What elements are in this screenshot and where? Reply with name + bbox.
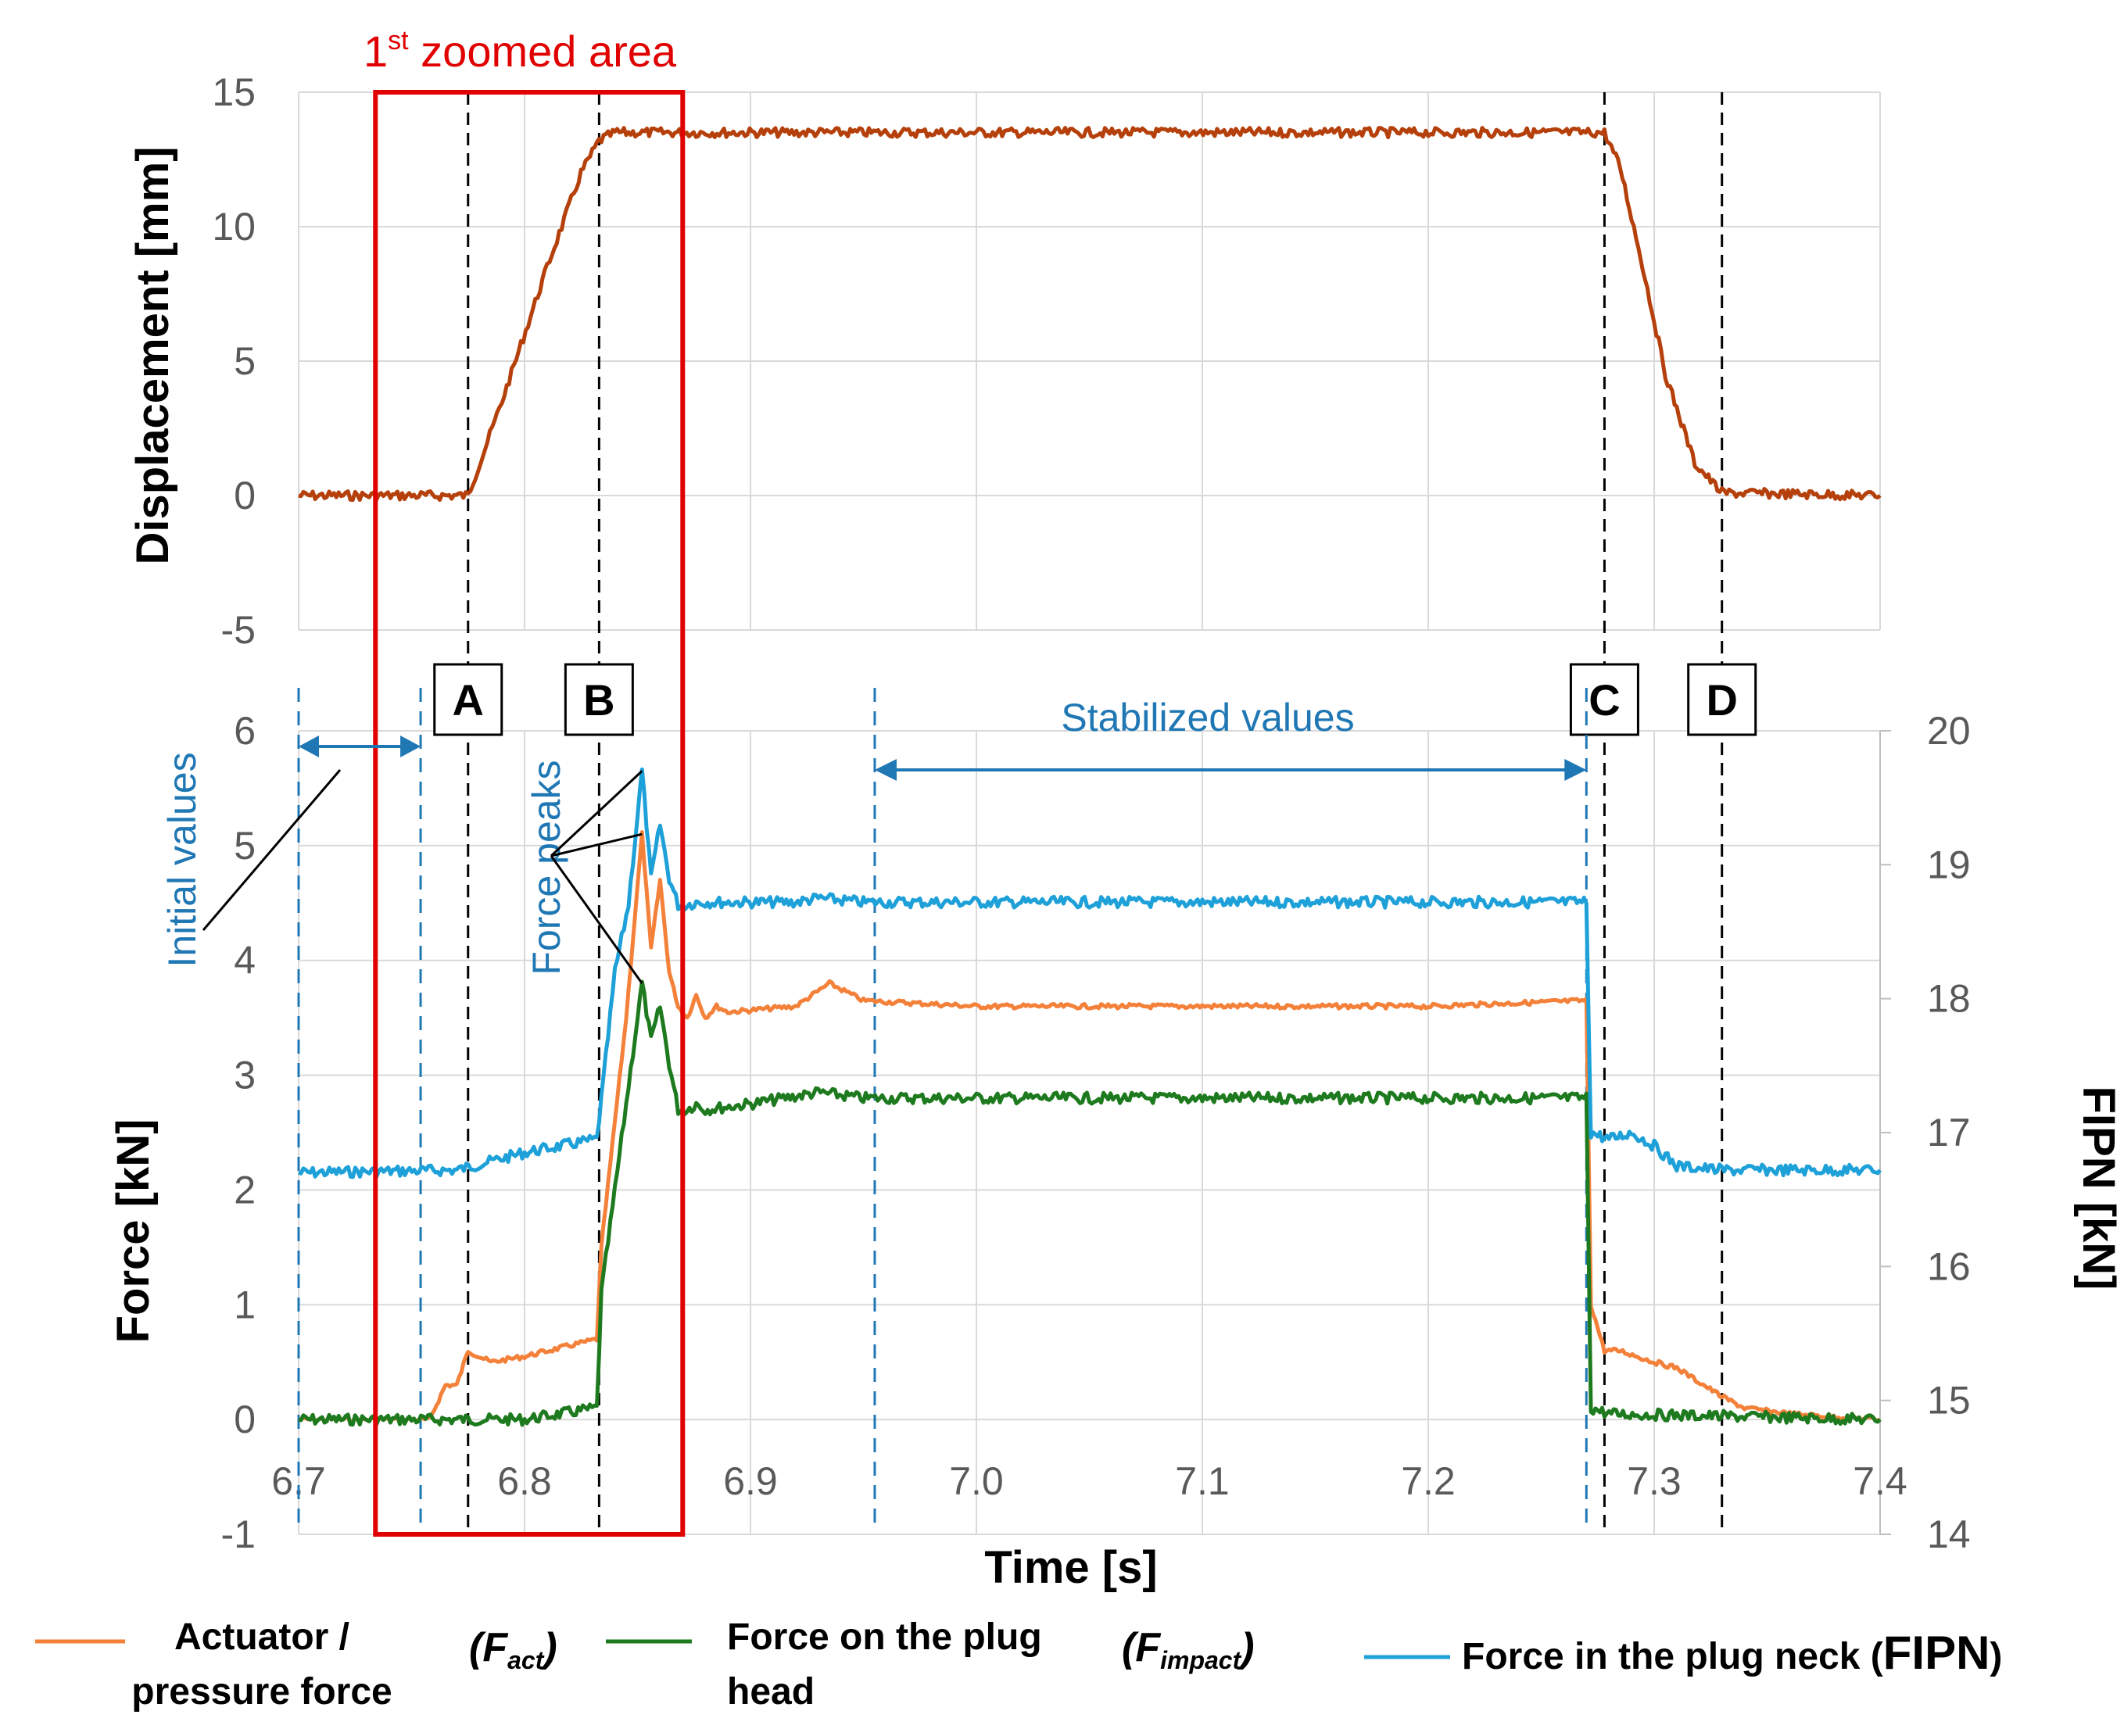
x-tick-label: 7.3 (1627, 1459, 1682, 1503)
force-peaks-leader-0 (550, 770, 643, 857)
legend-symbol-actuator-main: F (482, 1625, 508, 1670)
force-y-tick-label: 6 (234, 709, 256, 753)
zoom-label-main: 1 (364, 27, 388, 76)
displacement-line (298, 126, 1882, 503)
stabilized-values-label: Stabilized values (1061, 696, 1354, 739)
guide-lines: A B C D (297, 92, 1757, 1534)
x-tick-label: 7.4 (1853, 1459, 1907, 1503)
legend-symbol-actuator-sub: act (507, 1646, 545, 1674)
displacement-panel: 15 10 5 0 -5 Displacement [mm] (127, 70, 1881, 652)
force-peaks-leader-1 (550, 832, 643, 857)
force-y-tick-label: 0 (234, 1398, 256, 1441)
force-y-tick-label: 2 (234, 1168, 256, 1212)
time-axis-title: Time [s] (984, 1542, 1157, 1593)
marker-label-a: A (453, 675, 484, 725)
initial-values-arrowhead-right (400, 736, 421, 757)
stabilized-values-arrowhead-left (874, 759, 897, 781)
marker-label-b: B (583, 675, 614, 725)
stabilized-values-arrowhead-right (1564, 759, 1587, 781)
marker-box-a (433, 663, 503, 736)
zoomed-area-box (373, 90, 686, 1537)
legend-symbol-actuator: (Fact) (469, 1625, 557, 1674)
top-y-tick-label: -5 (221, 608, 256, 652)
actuator-force-line (298, 830, 1881, 1424)
legend-label-impact-1: Force on the plug (727, 1616, 1042, 1658)
annotation-layer: 1st zoomed area Initial values Force pea… (160, 26, 1587, 1537)
fipn-y-tick-label: 14 (1927, 1512, 1971, 1556)
force-peaks-leader-2 (550, 855, 643, 984)
fipn-y-tick-label: 16 (1927, 1244, 1971, 1288)
x-tick-label: 7.0 (949, 1459, 1004, 1503)
x-tick-label: 6.8 (497, 1459, 552, 1503)
initial-values-label: Initial values (160, 752, 204, 967)
legend-symbol-impact-main: F (1135, 1625, 1161, 1670)
x-tick-label: 7.1 (1175, 1459, 1230, 1503)
legend-label-actuator-2: pressure force (131, 1671, 392, 1713)
legend-label-fipn-symbol: FIPN (1883, 1627, 1990, 1679)
bottom-left-y-ticks: 6 5 4 3 2 1 0 -1 (221, 709, 256, 1556)
zoomed-area-label: 1st zoomed area (364, 26, 677, 76)
impact-force-line (298, 979, 1882, 1427)
top-y-tick-label: 15 (212, 70, 256, 114)
marker-label-c: C (1589, 675, 1620, 725)
top-grid (298, 91, 1881, 631)
top-y-tick-label: 5 (234, 339, 256, 383)
marker-box-b (564, 663, 634, 736)
fipn-y-tick-label: 17 (1927, 1111, 1971, 1154)
x-tick-label: 6.9 (723, 1459, 778, 1503)
zoom-label-rest: zoomed area (409, 27, 677, 76)
legend-label-impact-2: head (727, 1671, 815, 1713)
zoom-label-sup: st (388, 26, 409, 55)
fipn-line (298, 767, 1882, 1179)
displacement-axis-title: Displacement [mm] (127, 146, 178, 564)
legend-symbol-impact-sub: impact (1160, 1646, 1241, 1674)
fipn-y-tick-label: 19 (1927, 843, 1971, 886)
marker-box-d (1687, 663, 1757, 736)
legend-label-actuator-1: Actuator / (174, 1616, 349, 1658)
initial-values-arrowhead-left (299, 736, 319, 757)
legend: Actuator / pressure force (Fact) Force o… (35, 1616, 2002, 1713)
x-ticks: 6.7 6.8 6.9 7.0 7.1 7.2 7.3 7.4 (271, 1459, 1907, 1503)
force-y-tick-label: 4 (234, 939, 256, 983)
force-y-tick-label: 5 (234, 824, 256, 868)
top-y-tick-label: 0 (234, 474, 256, 517)
force-axis-title: Force [kN] (108, 1119, 159, 1344)
bottom-right-y-ticks: 20 19 18 17 16 15 14 (1879, 709, 1971, 1556)
marker-label-d: D (1706, 675, 1737, 725)
force-peaks-label: Force peaks (525, 760, 568, 975)
marker-box-c (1569, 663, 1639, 736)
legend-symbol-impact: (Fimpact) (1122, 1625, 1255, 1674)
fipn-y-tick-label: 20 (1927, 709, 1971, 753)
series-layer (298, 126, 1882, 1427)
fipn-axis-title: FIPN [kN] (2073, 1086, 2124, 1290)
legend-label-fipn-text: Force in the plug neck (1462, 1636, 1861, 1677)
x-tick-label: 7.2 (1401, 1459, 1456, 1503)
fipn-y-tick-label: 18 (1927, 977, 1971, 1021)
force-y-tick-label: 1 (234, 1283, 256, 1326)
force-y-tick-label: 3 (234, 1054, 256, 1097)
top-y-tick-label: 10 (212, 205, 256, 249)
legend-label-fipn: Force in the plug neck (FIPN) (1462, 1627, 2002, 1679)
initial-values-leader (202, 769, 342, 931)
force-y-tick-label: -1 (221, 1512, 256, 1556)
top-y-ticks: 15 10 5 0 -5 (212, 70, 256, 652)
fipn-y-tick-label: 15 (1927, 1379, 1971, 1423)
